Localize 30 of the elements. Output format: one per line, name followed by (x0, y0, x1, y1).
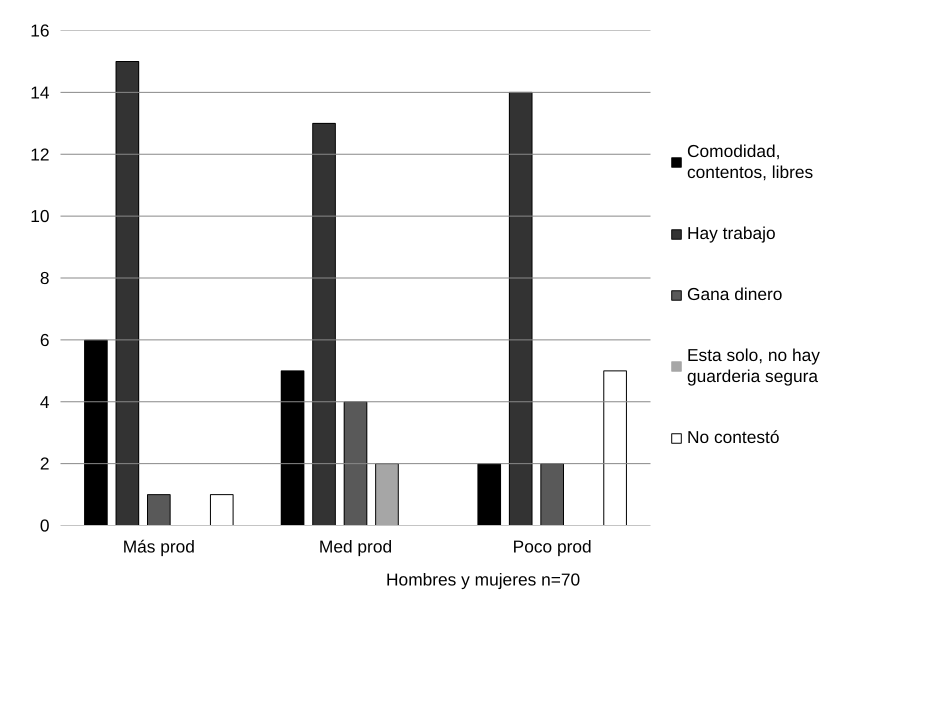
legend-label: Gana dinero (687, 284, 782, 305)
y-tick-label: 8 (40, 268, 50, 288)
bar (375, 463, 399, 526)
y-tick-label: 4 (40, 392, 50, 412)
bar (508, 92, 533, 526)
x-axis-title: Hombres y mujeres n=70 (386, 570, 580, 590)
bar (280, 370, 304, 526)
legend-label: Comodidad, contentos, libres (687, 141, 814, 183)
y-tick-label: 2 (40, 454, 50, 474)
bar (84, 339, 108, 526)
x-tick-label: Med prod (318, 536, 392, 556)
y-tick-label: 10 (30, 206, 50, 226)
y-tick-label: 0 (40, 516, 50, 536)
x-tick-label: Más prod (122, 536, 195, 556)
bar (540, 463, 564, 526)
bar (344, 401, 368, 526)
x-tick-label: Poco prod (512, 536, 592, 556)
bar (477, 463, 502, 526)
y-tick-label: 12 (30, 144, 50, 164)
y-tick-label: 16 (30, 20, 50, 40)
bar (210, 494, 234, 526)
bar (116, 60, 140, 526)
y-tick-label: 6 (40, 330, 50, 350)
bar (603, 370, 627, 526)
bar (312, 122, 336, 526)
legend-label: No contestó (687, 427, 780, 448)
legend-label: Hay trabajo (687, 223, 776, 244)
bar (147, 494, 171, 526)
legend-label: Esta solo, no hay guarderia segura (687, 345, 820, 387)
y-tick-label: 14 (30, 82, 50, 102)
